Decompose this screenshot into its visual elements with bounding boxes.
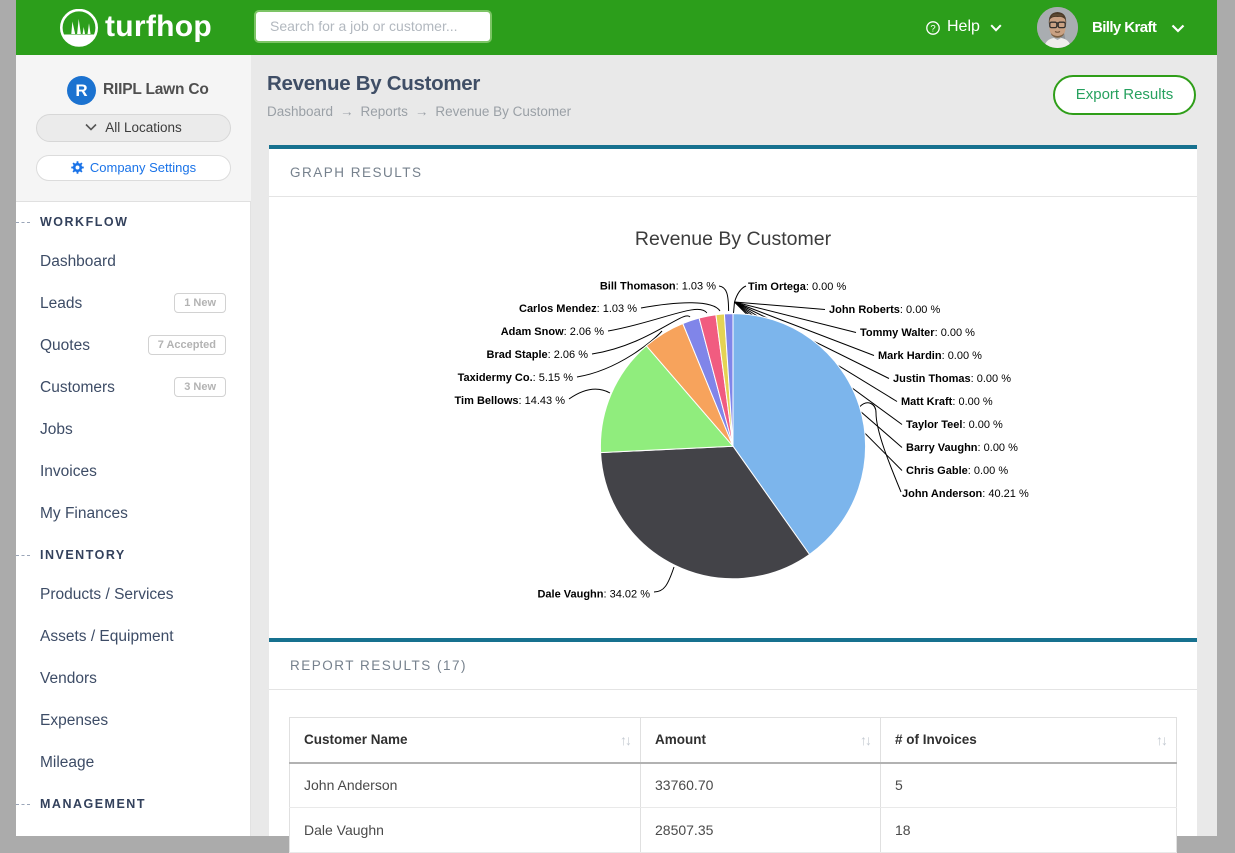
svg-text:John Roberts: 0.00 %: John Roberts: 0.00 % xyxy=(829,304,940,316)
svg-text:Chris Gable: 0.00 %: Chris Gable: 0.00 % xyxy=(906,465,1008,477)
svg-text:Tim Bellows: 14.43 %: Tim Bellows: 14.43 % xyxy=(455,395,566,407)
svg-text:Adam Snow: 2.06 %: Adam Snow: 2.06 % xyxy=(501,326,605,338)
svg-text:Matt Kraft: 0.00 %: Matt Kraft: 0.00 % xyxy=(901,396,993,408)
svg-text:Mark Hardin: 0.00 %: Mark Hardin: 0.00 % xyxy=(878,350,982,362)
svg-text:Tim Ortega: 0.00 %: Tim Ortega: 0.00 % xyxy=(748,281,846,293)
svg-text:Dale Vaughn: 34.02 %: Dale Vaughn: 34.02 % xyxy=(537,589,650,601)
svg-text:Taylor Teel: 0.00 %: Taylor Teel: 0.00 % xyxy=(906,419,1003,431)
svg-text:Carlos Mendez: 1.03 %: Carlos Mendez: 1.03 % xyxy=(519,303,637,315)
svg-text:Brad Staple: 2.06 %: Brad Staple: 2.06 % xyxy=(487,349,589,361)
svg-text:Tommy Walter: 0.00 %: Tommy Walter: 0.00 % xyxy=(860,327,975,339)
svg-text:Justin Thomas: 0.00 %: Justin Thomas: 0.00 % xyxy=(893,373,1011,385)
svg-text:Revenue By Customer: Revenue By Customer xyxy=(635,228,832,250)
svg-text:Barry Vaughn: 0.00 %: Barry Vaughn: 0.00 % xyxy=(906,442,1018,454)
svg-text:Bill Thomason: 1.03 %: Bill Thomason: 1.03 % xyxy=(600,281,716,293)
svg-text:?: ? xyxy=(930,23,935,34)
svg-text:Taxidermy Co.: 5.15 %: Taxidermy Co.: 5.15 % xyxy=(458,372,574,384)
svg-text:John Anderson: 40.21 %: John Anderson: 40.21 % xyxy=(902,488,1029,500)
